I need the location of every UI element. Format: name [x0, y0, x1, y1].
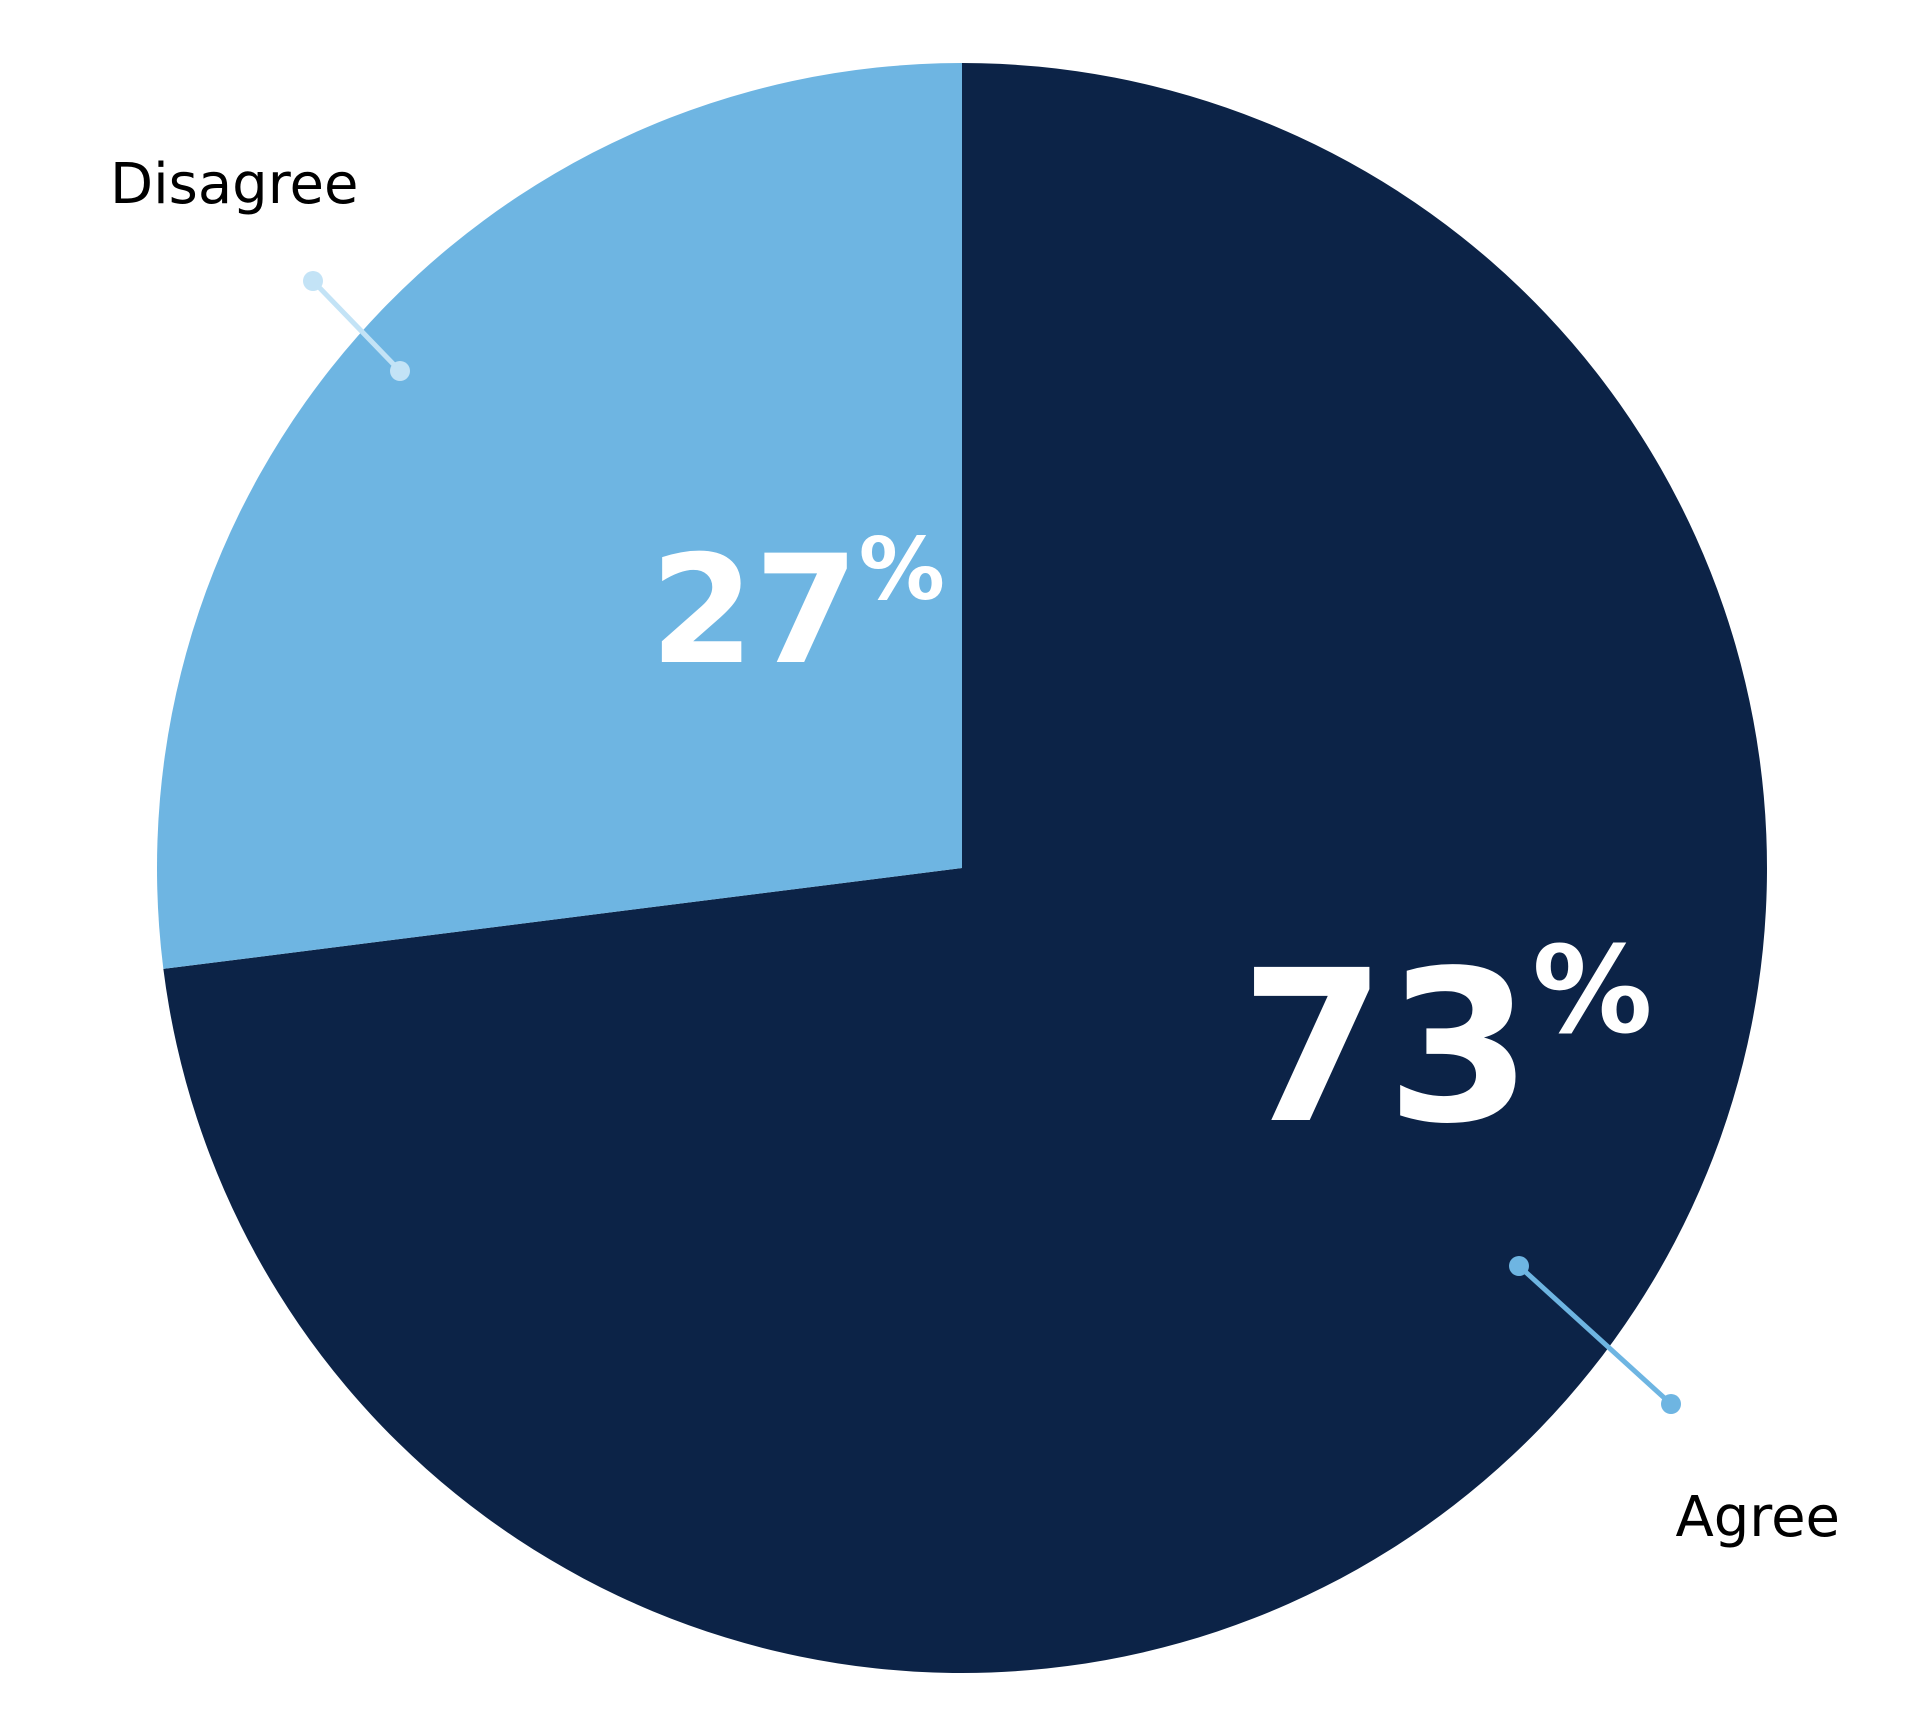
- slice-value-number: 27: [650, 524, 859, 698]
- slice-value-disagree: 27%: [650, 520, 945, 698]
- category-label-agree: Agree: [1675, 1485, 1840, 1550]
- pie-slices: [156, 63, 1767, 1673]
- pie-slice-agree: [163, 63, 1767, 1673]
- category-label-disagree: Disagree: [110, 152, 358, 217]
- leader-line-disagree: [303, 271, 410, 381]
- leader-dot-end: [390, 361, 410, 381]
- leader-dot-start: [1509, 1256, 1529, 1276]
- pie-slice-disagree: [156, 63, 962, 969]
- leader-dot-start: [303, 271, 323, 291]
- leader-line-agree: [1509, 1256, 1681, 1414]
- leader-line-stroke: [311, 279, 402, 373]
- slice-value-number: 73: [1240, 925, 1532, 1170]
- slice-value-unit: %: [859, 520, 945, 620]
- leader-dot-end: [1661, 1394, 1681, 1414]
- leader-lines: [303, 271, 1681, 1414]
- slice-value-unit: %: [1532, 922, 1652, 1061]
- slice-value-agree: 73%: [1240, 922, 1652, 1170]
- leader-line-stroke: [1517, 1264, 1673, 1406]
